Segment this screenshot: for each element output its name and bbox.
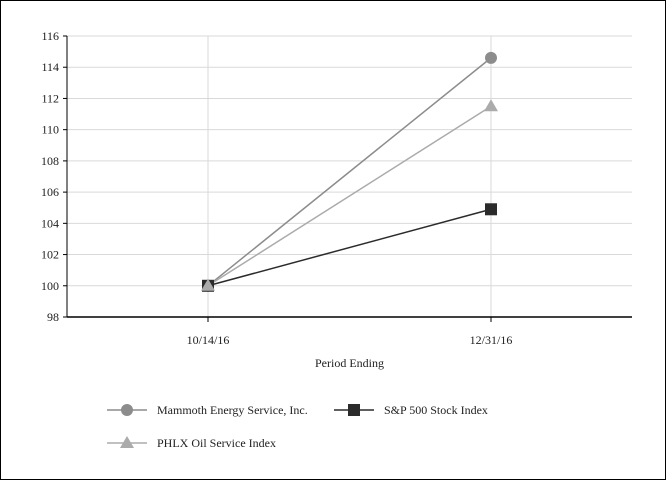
data-point-1-1 — [485, 203, 497, 216]
legend-label-2: PHLX Oil Service Index — [157, 436, 276, 450]
legend-marker-2 — [120, 436, 134, 448]
y-tick-label: 110 — [41, 123, 59, 137]
data-point-2-0 — [201, 278, 215, 291]
series-line-2 — [207, 105, 492, 287]
y-tick-label: 100 — [41, 279, 59, 293]
y-tick-label: 98 — [47, 310, 59, 324]
x-tick-labels: 10/14/16 12/31/16 — [187, 317, 513, 347]
legend-marker-0 — [121, 404, 133, 416]
y-tick-labels: 98 100 102 104 106 108 110 112 114 116 — [41, 29, 67, 324]
y-tick-label: 116 — [41, 29, 59, 43]
x-axis-title: Period Ending — [315, 356, 384, 370]
y-tick-label: 114 — [41, 60, 59, 74]
x-tick-label: 10/14/16 — [187, 333, 230, 347]
series-line-1 — [207, 208, 492, 287]
y-tick-label: 112 — [41, 91, 59, 105]
x-tick-label: 12/31/16 — [470, 333, 513, 347]
y-tick-label: 106 — [41, 185, 59, 199]
legend-label-0: Mammoth Energy Service, Inc. — [157, 403, 308, 417]
y-tick-label: 108 — [41, 154, 59, 168]
y-tick-label: 102 — [41, 248, 59, 262]
y-tick-label: 104 — [41, 216, 59, 230]
data-point-0-1 — [485, 51, 497, 64]
legend-marker-1 — [348, 404, 360, 416]
legend-label-1: S&P 500 Stock Index — [384, 403, 488, 417]
series — [201, 51, 498, 292]
grid — [67, 35, 632, 318]
data-point-2-1 — [484, 99, 498, 112]
axes — [66, 36, 632, 318]
legend: Mammoth Energy Service, Inc. S&P 500 Stoc… — [107, 403, 488, 450]
series-line-0 — [207, 57, 492, 287]
